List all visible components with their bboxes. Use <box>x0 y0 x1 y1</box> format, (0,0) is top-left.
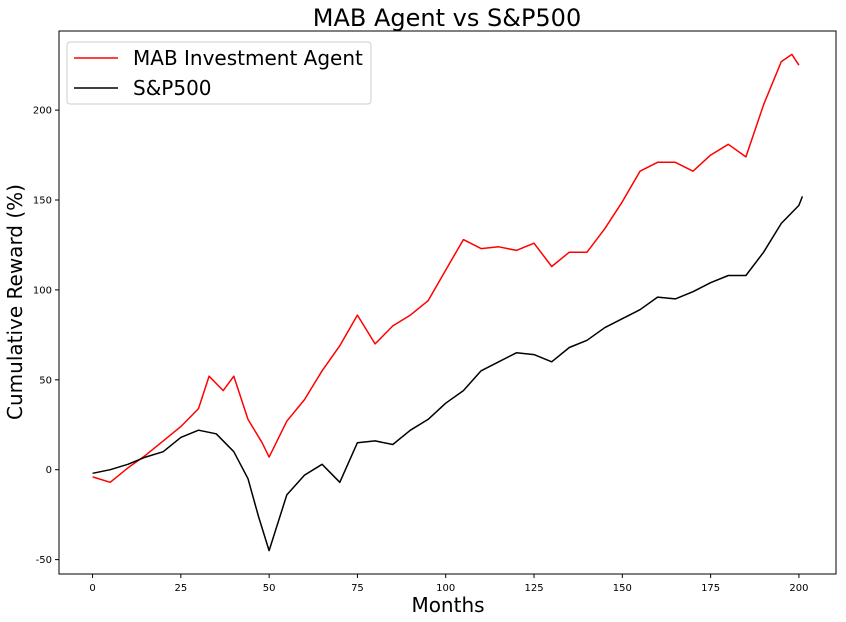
x-axis-label: Months <box>411 593 484 617</box>
y-tick-label: 150 <box>33 196 52 207</box>
legend-label-agent: MAB Investment Agent <box>133 46 363 70</box>
legend: MAB Investment Agent S&P500 <box>66 41 372 105</box>
y-tick-label: 200 <box>33 106 52 117</box>
x-tick-label: 100 <box>436 583 455 594</box>
plot-area <box>58 30 837 575</box>
series-line-sp500 <box>92 196 804 552</box>
x-tick-label: 125 <box>524 583 543 594</box>
series-line-agent <box>92 53 800 484</box>
y-tick-label: 100 <box>33 285 52 296</box>
y-tick-label: 0 <box>46 465 52 476</box>
x-tick-label: 150 <box>613 583 632 594</box>
x-axis: 0 25 50 75 100 125 150 175 200 <box>89 574 808 594</box>
legend-label-sp500: S&P500 <box>133 76 212 100</box>
x-tick-label: 50 <box>263 583 276 594</box>
x-tick-label: 200 <box>789 583 808 594</box>
legend-box <box>66 41 372 105</box>
y-tick-label: 50 <box>39 375 52 386</box>
x-tick-label: 75 <box>351 583 364 594</box>
y-axis-label: Cumulative Reward (%) <box>3 184 27 420</box>
series-layer <box>92 53 804 552</box>
y-axis: -50 0 50 100 150 200 <box>33 106 59 566</box>
chart-title: MAB Agent vs S&P500 <box>313 4 581 32</box>
y-tick-label: -50 <box>36 555 52 566</box>
x-tick-label: 0 <box>89 583 95 594</box>
plot-frame <box>58 30 837 575</box>
x-tick-label: 175 <box>701 583 720 594</box>
x-tick-label: 25 <box>174 583 187 594</box>
